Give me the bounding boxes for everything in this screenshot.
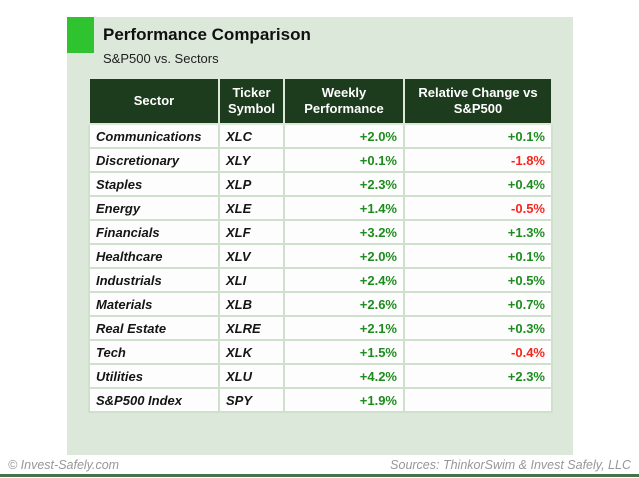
relative-cell: -0.5% (403, 195, 553, 221)
relative-cell: +0.3% (403, 315, 553, 341)
header-relative: Relative Change vs S&P500 (403, 77, 553, 125)
table-row: Tech XLK +1.5% -0.4% (88, 339, 553, 365)
page-subtitle: S&P500 vs. Sectors (103, 51, 219, 66)
sources-text: Sources: ThinkorSwim & Invest Safely, LL… (390, 458, 631, 472)
ticker-cell: XLC (218, 123, 285, 149)
relative-cell: +2.3% (403, 363, 553, 389)
table-row: Materials XLB +2.6% +0.7% (88, 291, 553, 317)
ticker-cell: XLRE (218, 315, 285, 341)
relative-cell: +1.3% (403, 219, 553, 245)
ticker-cell: SPY (218, 387, 285, 413)
ticker-cell: XLK (218, 339, 285, 365)
weekly-cell: +2.0% (283, 123, 405, 149)
sector-cell: S&P500 Index (88, 387, 220, 413)
table-row: Utilities XLU +4.2% +2.3% (88, 363, 553, 389)
ticker-cell: XLI (218, 267, 285, 293)
table-body: Communications XLC +2.0% +0.1% Discretio… (88, 123, 553, 413)
header-row: Sector Ticker Symbol Weekly Performance … (88, 77, 553, 125)
table-row: Industrials XLI +2.4% +0.5% (88, 267, 553, 293)
weekly-cell: +3.2% (283, 219, 405, 245)
ticker-cell: XLY (218, 147, 285, 173)
sector-cell: Energy (88, 195, 220, 221)
header-sector: Sector (88, 77, 220, 125)
weekly-cell: +2.1% (283, 315, 405, 341)
table-header: Sector Ticker Symbol Weekly Performance … (88, 77, 553, 125)
relative-cell (403, 387, 553, 413)
relative-cell: -1.8% (403, 147, 553, 173)
weekly-cell: +2.0% (283, 243, 405, 269)
weekly-cell: +2.4% (283, 267, 405, 293)
sector-cell: Tech (88, 339, 220, 365)
ticker-cell: XLB (218, 291, 285, 317)
content-panel: Performance Comparison S&P500 vs. Sector… (67, 17, 573, 455)
sector-cell: Healthcare (88, 243, 220, 269)
weekly-cell: +2.3% (283, 171, 405, 197)
sector-cell: Materials (88, 291, 220, 317)
accent-square (67, 17, 94, 53)
page-title: Performance Comparison (103, 25, 311, 44)
ticker-cell: XLF (218, 219, 285, 245)
header-weekly: Weekly Performance (283, 77, 405, 125)
table-row: Financials XLF +3.2% +1.3% (88, 219, 553, 245)
relative-cell: +0.1% (403, 123, 553, 149)
bottom-accent-bar (0, 474, 639, 477)
copyright-text: © Invest-Safely.com (8, 458, 120, 472)
sector-cell: Utilities (88, 363, 220, 389)
relative-cell: +0.7% (403, 291, 553, 317)
performance-table: Sector Ticker Symbol Weekly Performance … (88, 77, 553, 413)
weekly-cell: +0.1% (283, 147, 405, 173)
table-row: Staples XLP +2.3% +0.4% (88, 171, 553, 197)
ticker-cell: XLE (218, 195, 285, 221)
sector-cell: Industrials (88, 267, 220, 293)
weekly-cell: +2.6% (283, 291, 405, 317)
weekly-cell: +1.4% (283, 195, 405, 221)
relative-cell: +0.1% (403, 243, 553, 269)
sector-cell: Discretionary (88, 147, 220, 173)
ticker-cell: XLU (218, 363, 285, 389)
weekly-cell: +1.5% (283, 339, 405, 365)
relative-cell: +0.5% (403, 267, 553, 293)
ticker-cell: XLV (218, 243, 285, 269)
table-row: S&P500 Index SPY +1.9% (88, 387, 553, 413)
weekly-cell: +4.2% (283, 363, 405, 389)
ticker-cell: XLP (218, 171, 285, 197)
table-row: Energy XLE +1.4% -0.5% (88, 195, 553, 221)
sector-cell: Staples (88, 171, 220, 197)
table-row: Healthcare XLV +2.0% +0.1% (88, 243, 553, 269)
header-ticker: Ticker Symbol (218, 77, 285, 125)
table-row: Real Estate XLRE +2.1% +0.3% (88, 315, 553, 341)
sector-cell: Real Estate (88, 315, 220, 341)
relative-cell: +0.4% (403, 171, 553, 197)
weekly-cell: +1.9% (283, 387, 405, 413)
table-row: Discretionary XLY +0.1% -1.8% (88, 147, 553, 173)
sector-cell: Communications (88, 123, 220, 149)
relative-cell: -0.4% (403, 339, 553, 365)
performance-table-wrap: Sector Ticker Symbol Weekly Performance … (88, 77, 553, 413)
table-row: Communications XLC +2.0% +0.1% (88, 123, 553, 149)
sector-cell: Financials (88, 219, 220, 245)
